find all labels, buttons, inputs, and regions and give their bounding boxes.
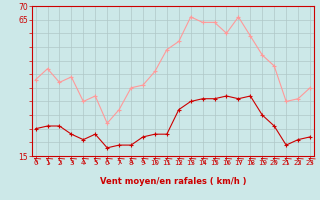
X-axis label: Vent moyen/en rafales ( km/h ): Vent moyen/en rafales ( km/h ) bbox=[100, 177, 246, 186]
